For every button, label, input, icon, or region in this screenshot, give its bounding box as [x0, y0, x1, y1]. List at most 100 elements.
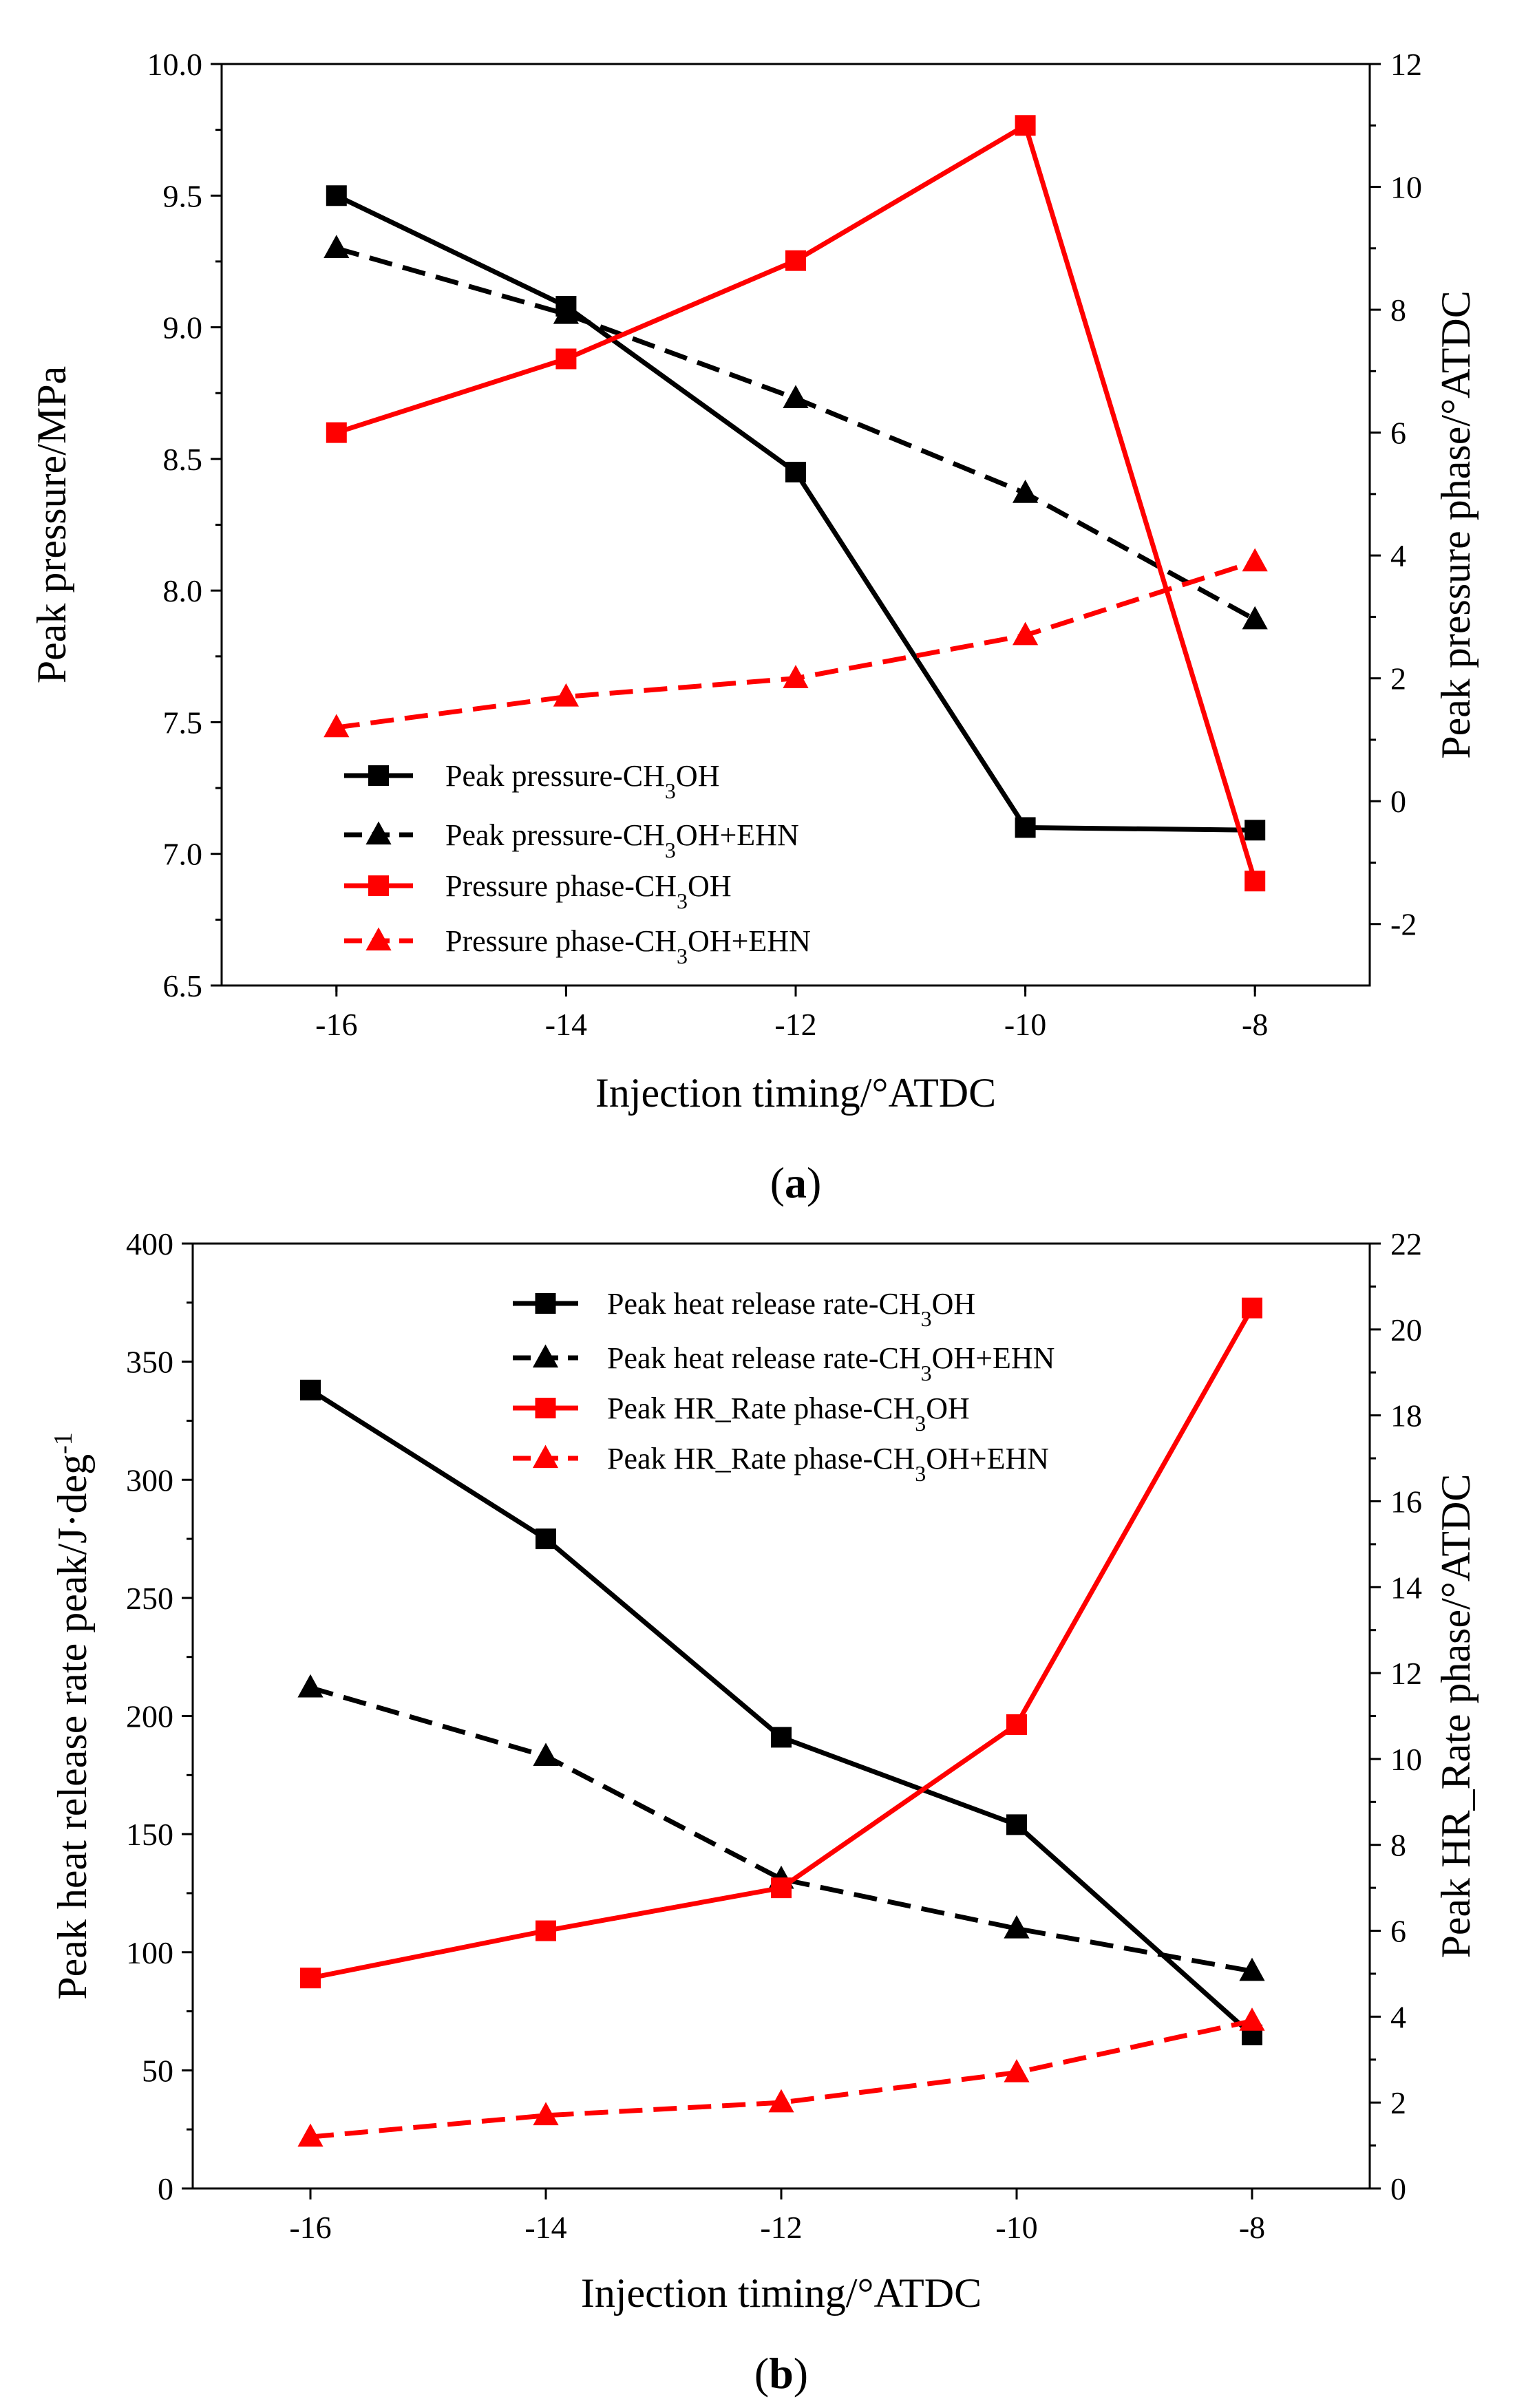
data-point-triangle	[1013, 621, 1039, 646]
y-tick-label: 250	[126, 1581, 173, 1616]
legend-label: Pressure phase-CH3OH	[445, 869, 732, 913]
y2-tick-label: 6	[1390, 1914, 1406, 1949]
y2-tick-label: 2	[1390, 661, 1406, 696]
data-point-triangle	[1004, 2058, 1030, 2082]
data-point-triangle	[783, 385, 809, 409]
legend-label-text: Pressure phase-CH	[445, 924, 677, 958]
x-tick-label: -14	[545, 1007, 587, 1042]
y2-tick-label: 22	[1390, 1226, 1422, 1261]
y-axis-title-main: Peak heat release rate peak/J·deg	[50, 1454, 95, 2000]
y-tick-label: 7.0	[163, 837, 203, 872]
legend-label-text: Peak heat release rate-CH	[607, 1341, 921, 1375]
data-point-square	[535, 1398, 556, 1418]
y2-tick-label: 2	[1390, 2085, 1406, 2120]
series-2	[324, 235, 1268, 630]
data-point-triangle	[297, 2123, 324, 2147]
y2-tick-label: 6	[1390, 416, 1406, 451]
y-tick-label: 9.5	[163, 178, 203, 213]
y-tick-label: 200	[126, 1699, 173, 1734]
data-point-square	[1006, 1814, 1027, 1835]
data-point-square	[536, 1920, 556, 1941]
data-point-square	[1244, 820, 1266, 841]
x-tick-label: -16	[289, 2210, 331, 2245]
y-tick-label: 10.0	[147, 47, 203, 82]
data-point-triangle	[365, 927, 392, 951]
legend-label-sub: 3	[921, 1361, 932, 1385]
y2-tick-label: 10	[1390, 170, 1422, 205]
legend-label-text: OH	[688, 869, 732, 903]
y-tick-label: 350	[126, 1345, 173, 1380]
y2-tick-label: 4	[1390, 1999, 1406, 2034]
data-point-square	[536, 1528, 556, 1550]
data-point-square	[300, 1379, 321, 1400]
caption-letter: b	[769, 2349, 794, 2398]
x-tick-label: -14	[524, 2210, 566, 2245]
legend-label: Peak pressure-CH3OH+EHN	[445, 818, 799, 862]
data-point-triangle	[324, 235, 350, 258]
data-point-triangle	[768, 2089, 794, 2113]
y2-tick-label: 12	[1390, 1656, 1422, 1691]
x-axis-title: Injection timing/°ATDC	[581, 2270, 982, 2316]
data-point-square	[1244, 871, 1266, 892]
legend-label-text: OH+EHN	[932, 1341, 1055, 1375]
y-axis-title: Peak pressure/MPa	[29, 366, 74, 684]
y2-tick-label: -2	[1390, 907, 1417, 942]
data-point-triangle	[532, 1344, 559, 1368]
y2-tick-label: 18	[1390, 1398, 1422, 1434]
panel-caption: (b)	[754, 2349, 808, 2398]
legend-label-text: OH	[932, 1287, 976, 1321]
y-tick-label: 400	[126, 1226, 173, 1261]
x-tick-label: -12	[760, 2210, 802, 2245]
y-tick-label: 300	[126, 1462, 173, 1498]
y-tick-label: 50	[142, 2053, 173, 2088]
y-tick-label: 100	[126, 1935, 173, 1970]
x-tick-label: -8	[1242, 1007, 1268, 1042]
y2-axis-title: Peak pressure phase/°ATDC	[1433, 290, 1479, 759]
data-point-triangle	[553, 300, 579, 324]
y-tick-label: 9.0	[163, 310, 203, 345]
legend-label-sub: 3	[665, 838, 676, 862]
x-axis-title: Injection timing/°ATDC	[595, 1070, 996, 1116]
data-point-triangle	[1013, 480, 1039, 503]
y-axis-title: Peak heat release rate peak/J·deg-1	[49, 1432, 95, 2000]
data-point-square	[785, 461, 806, 482]
panel-caption: (a)	[770, 1158, 822, 1207]
series-line	[310, 1685, 1253, 1974]
legend-label-sub: 3	[921, 1306, 932, 1331]
series-2	[297, 1674, 1265, 1981]
legend-label-text: Peak HR_Rate phase-CH	[607, 1392, 915, 1425]
data-point-triangle	[1239, 1957, 1265, 1981]
data-point-triangle	[324, 714, 350, 738]
y-tick-label: 8.0	[163, 573, 203, 608]
chart-panel-a: -16 -14 -12 -10 -8 6.5 7.0 7.5 8.0 8.5 9.0 9.5 10.0 -…	[29, 47, 1479, 1207]
data-point-square	[1015, 115, 1036, 136]
y-tick-label: 7.5	[163, 705, 203, 740]
x-tick-label: -12	[774, 1007, 816, 1042]
legend-label-text: Peak HR_Rate phase-CH	[607, 1442, 915, 1475]
legend-label: Pressure phase-CH3OH+EHN	[445, 924, 811, 968]
data-point-square	[300, 1968, 321, 1989]
data-point-square	[535, 1293, 556, 1314]
y2-tick-label: 8	[1390, 292, 1406, 328]
y-tick-label: 150	[126, 1817, 173, 1852]
data-point-triangle	[1004, 1915, 1030, 1939]
legend-label-sub: 3	[915, 1461, 926, 1486]
data-point-square	[555, 348, 577, 370]
plot-frame	[191, 1242, 1371, 2190]
series-3	[326, 115, 1266, 892]
data-point-triangle	[553, 683, 579, 707]
caption-paren: (	[770, 1158, 785, 1207]
series-line	[309, 1387, 1254, 2037]
data-point-square	[326, 185, 347, 206]
legend-label: Peak HR_Rate phase-CH3OH	[607, 1392, 970, 1436]
y-tick-label: 8.5	[163, 442, 203, 477]
series-1	[300, 1379, 1262, 2045]
x-tick-label: -10	[1004, 1007, 1046, 1042]
legend-label-text: OH	[676, 759, 720, 793]
legend-label-sub: 3	[915, 1411, 926, 1436]
series-line	[335, 193, 1255, 833]
y2-tick-label: 20	[1390, 1312, 1422, 1347]
data-point-triangle	[532, 1445, 559, 1469]
